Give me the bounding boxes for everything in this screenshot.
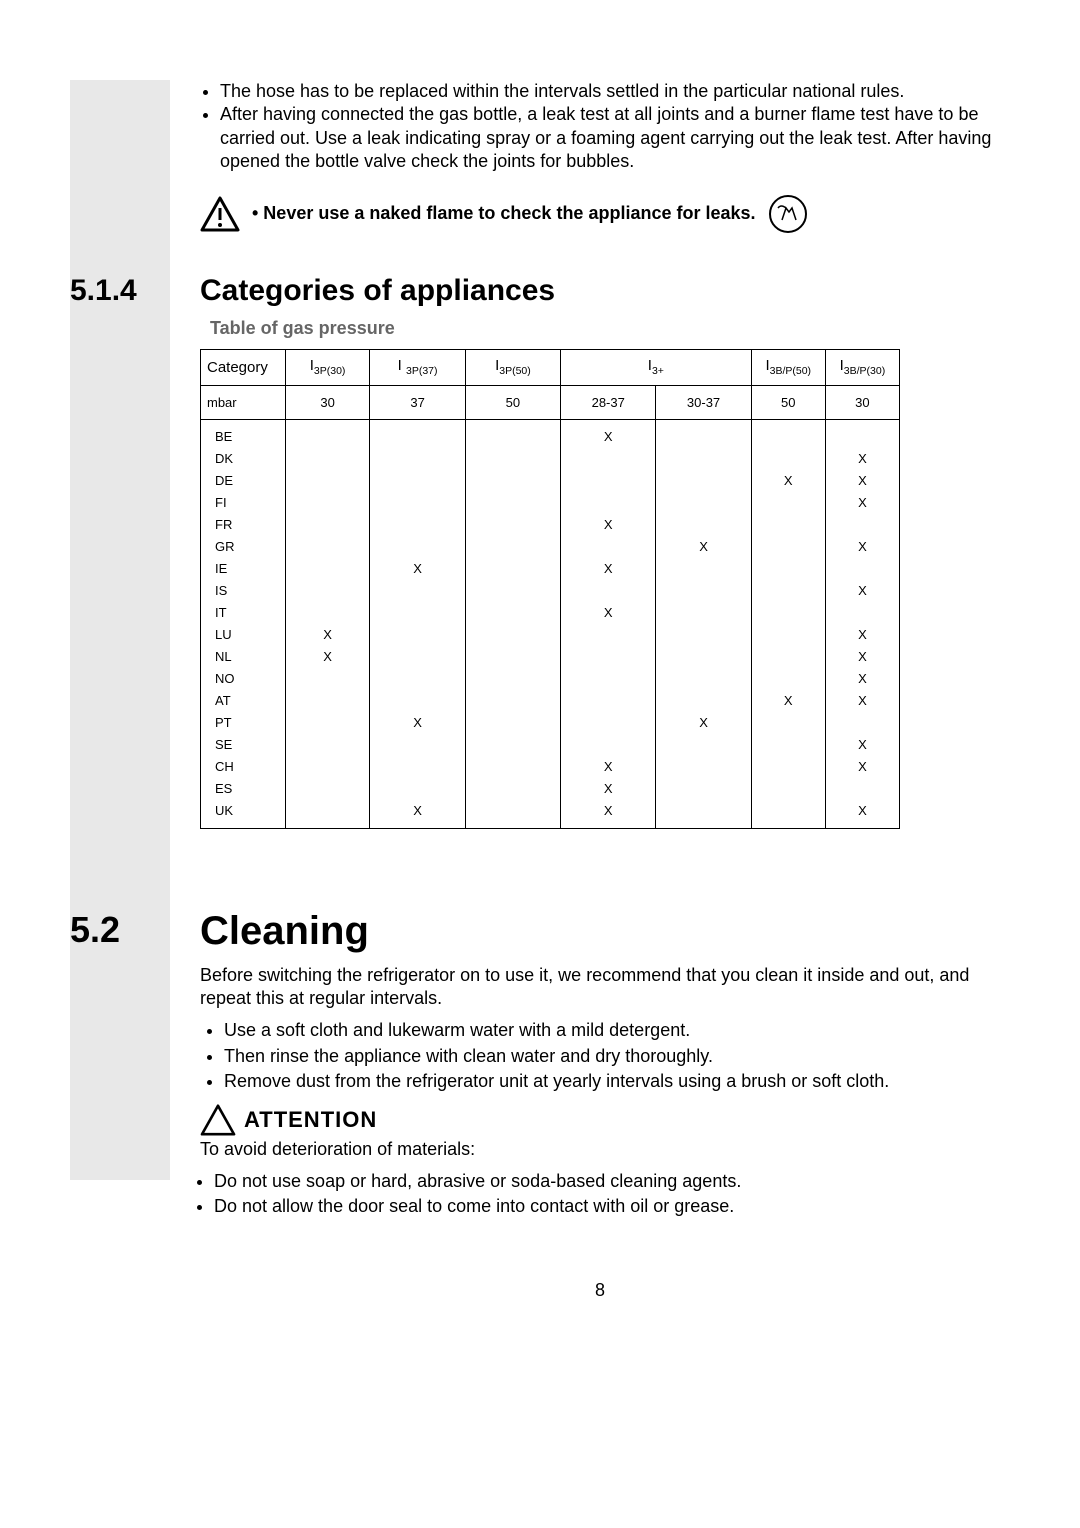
intro-bullets: The hose has to be replaced within the i… [200,80,1000,174]
mbar-cell: 37 [370,385,465,419]
col-i3plus: I3+ [561,349,752,385]
warning-triangle-icon [200,1104,236,1136]
mbar-cell: 30 [285,385,370,419]
col-i3p50: I3P(50) [465,349,560,385]
section-number: 5.2 [70,909,200,954]
gas-pressure-table: Category I3P(30) I 3P(37) I3P(50) I3+ I3… [200,349,900,829]
data-col: XX [285,419,370,828]
bullet-item: Then rinse the appliance with clean wate… [224,1044,1000,1069]
attention-label: ATTENTION [244,1107,377,1133]
bullet-item: Remove dust from the refrigerator unit a… [224,1069,1000,1094]
col-category: Category [201,349,286,385]
page-number: 8 [200,1280,1000,1301]
cleaning-intro: Before switching the refrigerator on to … [200,964,1000,1011]
left-margin [70,80,200,1301]
mbar-cell: 50 [465,385,560,419]
cleaning-bullets: Use a soft cloth and lukewarm water with… [200,1018,1000,1094]
col-i3bp30: I3B/P(30) [825,349,899,385]
data-col: XXXXXXXXXXXX [825,419,899,828]
bullet-item: The hose has to be replaced within the i… [220,80,1000,103]
mbar-label: mbar [201,385,286,419]
col-i3p30: I3P(30) [285,349,370,385]
mbar-cell: 50 [751,385,825,419]
mbar-cell: 28-37 [561,385,656,419]
section-title: Categories of appliances [200,274,555,308]
sidebar-grey-block [70,80,170,1180]
warning-triangle-icon [200,196,240,232]
mbar-cell: 30-37 [656,385,751,419]
main-content: The hose has to be replaced within the i… [200,80,1000,1301]
attention-heading: ATTENTION [200,1104,1000,1136]
bullet-item: Do not use soap or hard, abrasive or sod… [214,1169,1000,1194]
section-514-heading: 5.1.4 Categories of appliances [70,274,1000,308]
table-header-row: Category I3P(30) I 3P(37) I3P(50) I3+ I3… [201,349,900,385]
section-title: Cleaning [200,909,369,954]
warning-text: • Never use a naked flame to check the a… [252,203,756,224]
attention-intro: To avoid deterioration of materials: [200,1138,1000,1161]
data-col: XXXXXXX [561,419,656,828]
data-col: XX [656,419,751,828]
table-mbar-row: mbar 30 37 50 28-37 30-37 50 30 [201,385,900,419]
section-number: 5.1.4 [70,274,200,308]
data-col: XX [751,419,825,828]
data-col [465,419,560,828]
warning-row: • Never use a naked flame to check the a… [200,194,1000,234]
bullet-item: Do not allow the door seal to come into … [214,1194,1000,1219]
section-52-heading: 5.2 Cleaning [70,909,1000,954]
mbar-cell: 30 [825,385,899,419]
bullet-item: After having connected the gas bottle, a… [220,103,1000,173]
table-body-row: BEDKDEFIFRGRIEISITLUNLNOATPTSECHESUK XX … [201,419,900,828]
countries-col: BEDKDEFIFRGRIEISITLUNLNOATPTSECHESUK [201,419,286,828]
bullet-item: Use a soft cloth and lukewarm water with… [224,1018,1000,1043]
col-i3bp50: I3B/P(50) [751,349,825,385]
data-col: XXX [370,419,465,828]
attention-bullets: Do not use soap or hard, abrasive or sod… [200,1169,1000,1219]
hand-note-icon [768,194,808,234]
col-i3p37: I 3P(37) [370,349,465,385]
table-subtitle: Table of gas pressure [210,318,1000,339]
